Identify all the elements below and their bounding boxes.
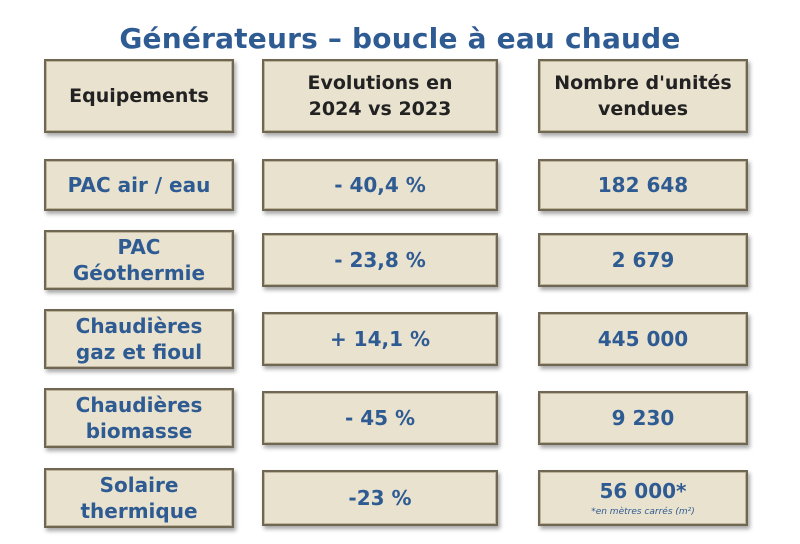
header-equipements-label: Equipements	[69, 85, 209, 107]
header-evolutions-line2: 2024 vs 2023	[308, 98, 452, 120]
units-value: 9 230	[611, 406, 675, 430]
units-value: 2 679	[611, 248, 675, 272]
units-footnote: *en mètres carrés (m²)	[591, 507, 695, 517]
header-nombre-unites: Nombre d'unités vendues	[538, 59, 748, 133]
row-equipement-cell: Chaudières gaz et fioul	[44, 309, 234, 369]
page-title: Générateurs – boucle à eau chaude	[119, 22, 681, 55]
evolution-value: - 23,8 %	[334, 248, 426, 272]
evolution-value: -23 %	[348, 486, 412, 510]
equipement-label: PAC air / eau	[67, 173, 211, 197]
row-units-cell: 182 648	[538, 159, 748, 211]
row-evolution-cell: + 14,1 %	[262, 312, 498, 366]
header-nombre-line1: Nombre d'unités	[554, 72, 732, 94]
evolution-value: + 14,1 %	[329, 327, 431, 351]
units-value: 445 000	[597, 327, 689, 351]
equipement-label-line2: biomasse	[85, 419, 193, 443]
header-evolutions-line1: Evolutions en	[307, 72, 453, 94]
equipement-label-line1: Chaudières	[75, 393, 203, 417]
units-value: 182 648	[597, 173, 689, 197]
evolution-value: - 40,4 %	[334, 173, 426, 197]
equipement-label-line1: PAC	[117, 235, 161, 259]
equipement-label-line2: thermique	[80, 499, 198, 523]
row-units-cell: 9 230	[538, 391, 748, 445]
row-evolution-cell: -23 %	[262, 470, 498, 526]
equipement-label-line2: gaz et fioul	[75, 340, 203, 364]
row-units-cell: 56 000* *en mètres carrés (m²)	[538, 470, 748, 526]
row-equipement-cell: Solaire thermique	[44, 468, 234, 528]
row-evolution-cell: - 23,8 %	[262, 233, 498, 287]
row-equipement-cell: PAC Géothermie	[44, 230, 234, 290]
equipement-label-line1: Solaire	[99, 473, 179, 497]
header-equipements: Equipements	[44, 59, 234, 133]
equipement-label-line1: Chaudières	[75, 314, 203, 338]
row-units-cell: 2 679	[538, 233, 748, 287]
evolution-value: - 45 %	[344, 406, 416, 430]
row-equipement-cell: Chaudières biomasse	[44, 388, 234, 448]
row-evolution-cell: - 45 %	[262, 391, 498, 445]
row-equipement-cell: PAC air / eau	[44, 159, 234, 211]
units-value: 56 000*	[599, 479, 687, 503]
equipement-label-line2: Géothermie	[72, 261, 206, 285]
header-nombre-line2: vendues	[597, 98, 689, 120]
row-evolution-cell: - 40,4 %	[262, 159, 498, 211]
row-units-cell: 445 000	[538, 312, 748, 366]
header-evolutions: Evolutions en 2024 vs 2023	[262, 59, 498, 133]
